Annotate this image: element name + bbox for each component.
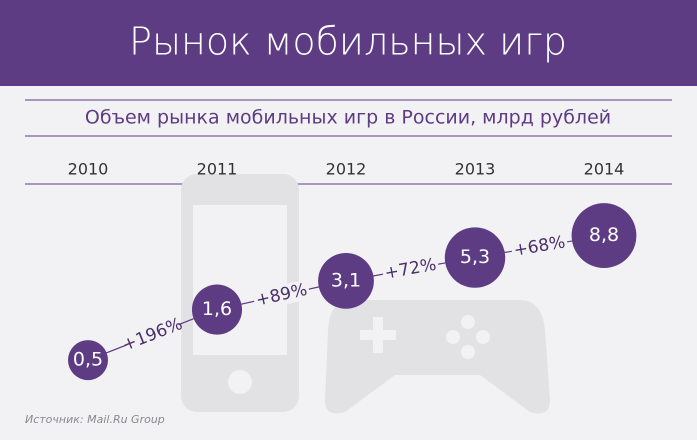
label-gap (381, 254, 440, 285)
chart-subtitle: Объем рынка мобильных игр в России, млрд… (85, 107, 611, 129)
value-label: 3,1 (331, 269, 361, 291)
value-label: 0,5 (73, 349, 103, 371)
source-note: Источник: Mail.Ru Group (25, 413, 165, 426)
value-bubble (191, 284, 243, 335)
x-tick-label: 2013 (455, 160, 496, 179)
value-bubble (68, 340, 108, 381)
value-bubble (571, 203, 637, 268)
value-label: 8,8 (589, 224, 619, 246)
x-tick-label: 2012 (326, 160, 367, 179)
gamepad-icon (325, 300, 550, 414)
label-gap (251, 279, 312, 312)
growth-label: +196% (120, 314, 186, 356)
label-gap (510, 231, 569, 262)
value-bubble (444, 227, 506, 288)
label-gap (122, 315, 183, 355)
chart-title: Рынок мобильных игр (129, 20, 567, 64)
value-bubble (318, 252, 374, 309)
header-band (0, 0, 697, 86)
growth-label: +72% (383, 255, 438, 284)
value-label: 5,3 (460, 246, 490, 268)
x-tick-label: 2014 (584, 160, 625, 179)
x-tick-label: 2011 (197, 160, 238, 179)
value-label: 1,6 (202, 298, 232, 320)
x-tick-label: 2010 (68, 160, 109, 179)
growth-label: +68% (512, 232, 567, 260)
